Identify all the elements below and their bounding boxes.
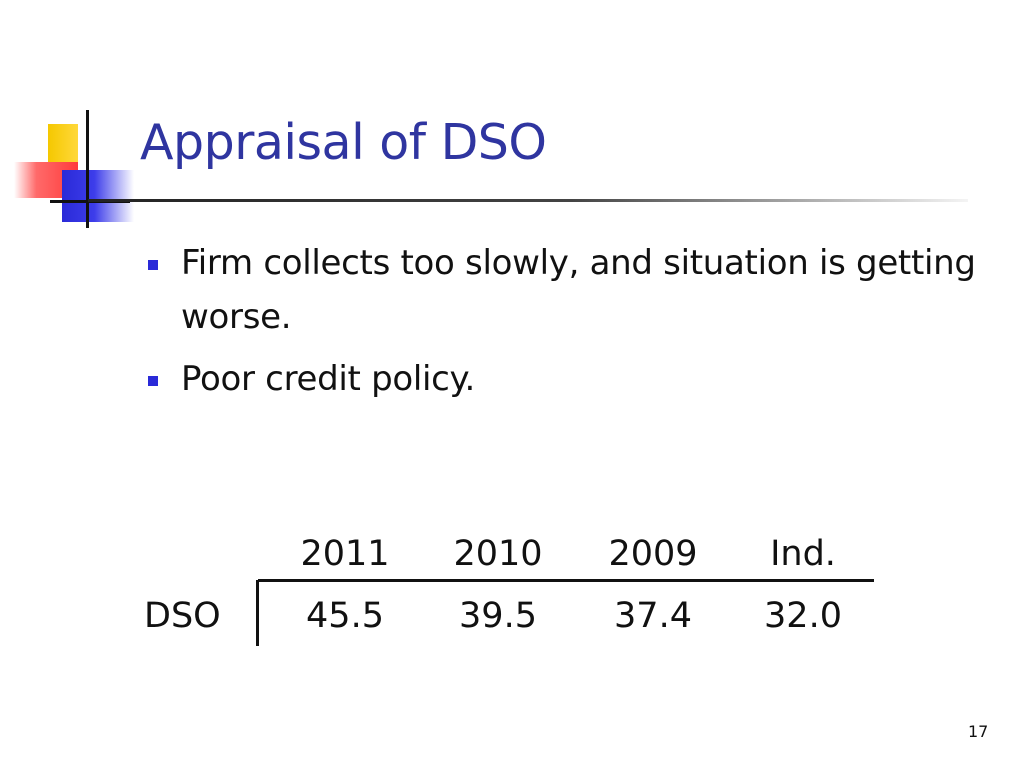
bullet-text: Firm collects too slowly, and situation … <box>181 243 976 337</box>
table-cell: 37.4 <box>614 596 692 636</box>
column-header: 2011 <box>300 534 390 574</box>
table-header-rule <box>258 579 874 582</box>
column-header: 2010 <box>453 534 543 574</box>
bullet-text: Poor credit policy. <box>181 359 476 399</box>
table-row-rule <box>256 580 259 646</box>
page-number: 17 <box>968 722 989 741</box>
slide-title: Appraisal of DSO <box>140 114 547 171</box>
bullet-item: Poor credit policy. <box>146 352 996 406</box>
blue-square-decoration <box>62 170 134 222</box>
title-underline <box>88 199 968 202</box>
column-header: Ind. <box>770 534 836 574</box>
table-cell: 39.5 <box>459 596 537 636</box>
table-cell: 32.0 <box>764 596 842 636</box>
row-label: DSO <box>144 596 221 636</box>
bullet-item: Firm collects too slowly, and situation … <box>146 236 996 344</box>
title-decoration <box>0 0 140 240</box>
table-cell: 45.5 <box>306 596 384 636</box>
bullet-square-icon <box>148 260 158 270</box>
bullet-list: Firm collects too slowly, and situation … <box>146 236 996 414</box>
column-header: 2009 <box>608 534 698 574</box>
vertical-line-decoration <box>86 110 89 228</box>
dso-table: 2011 2010 2009 Ind. DSO 45.5 39.5 37.4 3… <box>140 530 900 660</box>
bullet-square-icon <box>148 376 158 386</box>
